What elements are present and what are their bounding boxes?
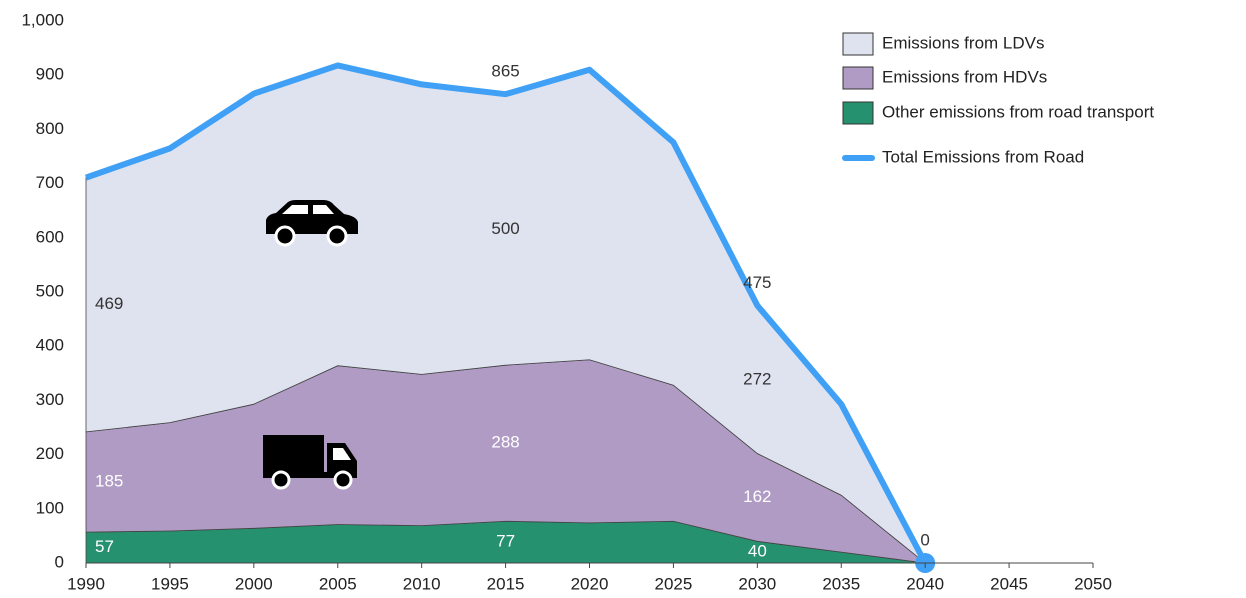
x-tick-label: 2000 [235, 574, 273, 593]
data-label: 272 [743, 369, 771, 388]
data-label: 288 [491, 433, 519, 452]
truck-icon [263, 435, 357, 490]
y-tick-label: 200 [36, 444, 64, 463]
x-tick-label: 2035 [822, 574, 860, 593]
data-label: 0 [920, 530, 929, 549]
x-tick-label: 2020 [571, 574, 609, 593]
data-label: 500 [491, 219, 519, 238]
data-label: 865 [491, 62, 519, 81]
y-tick-label: 500 [36, 281, 64, 300]
data-label: 77 [496, 532, 515, 551]
y-tick-label: 300 [36, 390, 64, 409]
legend-label: Emissions from HDVs [882, 67, 1047, 86]
data-label: 185 [95, 471, 123, 490]
legend-swatch [842, 101, 874, 125]
legend-swatch [842, 66, 874, 90]
plot-area [80, 20, 1093, 573]
data-label: 475 [743, 273, 771, 292]
y-tick-label: 700 [36, 173, 64, 192]
data-label: 40 [748, 542, 767, 561]
x-tick-label: 2030 [738, 574, 776, 593]
legend-swatch [842, 32, 874, 56]
x-tick-label: 2040 [906, 574, 944, 593]
y-tick-label: 600 [36, 227, 64, 246]
data-label: 57 [95, 537, 114, 556]
x-tick-label: 1990 [67, 574, 105, 593]
x-tick-label: 2025 [655, 574, 693, 593]
y-tick-label: 100 [36, 498, 64, 517]
car-icon [266, 200, 358, 247]
data-label: 469 [95, 294, 123, 313]
y-tick-label: 0 [55, 552, 64, 571]
x-tick-label: 2015 [487, 574, 525, 593]
legend: Emissions from LDVs Emissions from HDVs Ot… [842, 32, 1154, 166]
x-tick-label: 1995 [151, 574, 189, 593]
x-tick-label: 2005 [319, 574, 357, 593]
y-tick-label: 800 [36, 119, 64, 138]
legend-label: Emissions from LDVs [882, 33, 1044, 52]
data-label: 162 [743, 487, 771, 506]
y-tick-label: 1,000 [21, 10, 64, 29]
legend-label: Other emissions from road transport [882, 102, 1154, 121]
legend-label: Total Emissions from Road [882, 147, 1084, 166]
x-tick-label: 2045 [990, 574, 1028, 593]
y-tick-label: 900 [36, 65, 64, 84]
line [85, 62, 928, 565]
x-tick-label: 2050 [1074, 574, 1112, 593]
y-tick-label: 400 [36, 336, 64, 355]
x-tick-label: 2010 [403, 574, 441, 593]
